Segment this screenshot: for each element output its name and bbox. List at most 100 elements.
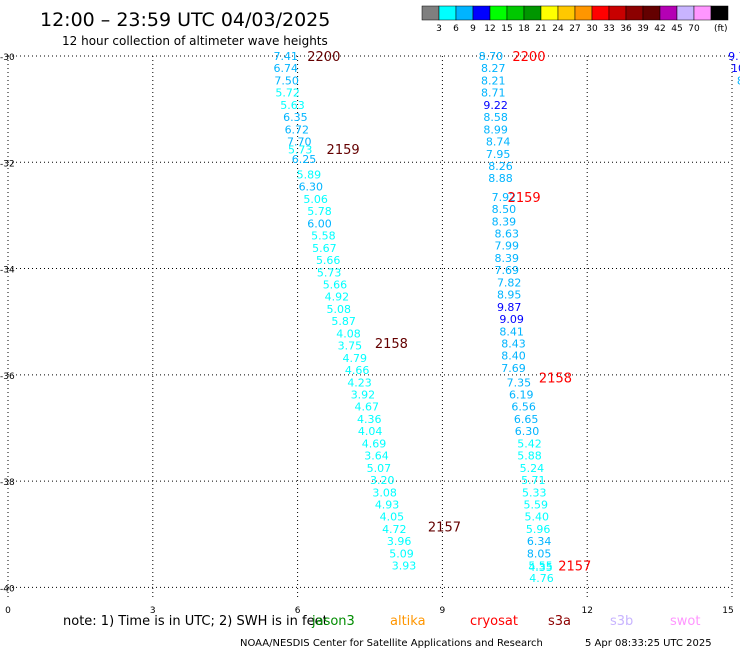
time-label: 2158 [375,337,408,352]
wave-height-label: 6.74 [273,62,298,75]
wave-height-label: 6.34 [527,535,552,548]
wave-height-label: 9.87 [497,301,522,314]
wave-height-label: 8.26 [488,160,512,173]
wave-height-label: 7.95 [486,148,511,161]
wave-height-label: 4.04 [358,425,383,438]
x-axis-label: 9 [440,606,446,616]
map-grid [7,55,733,598]
x-axis-label: 12 [581,606,592,616]
color-scale-label: 12 [484,24,495,34]
wave-height-label: 8.39 [492,215,516,228]
color-swatch [693,5,712,21]
wave-height-label: 8 [737,74,740,87]
wave-height-label: 5.58 [311,230,336,243]
wave-height-label: 8.39 [495,252,520,265]
wave-height-label: 8.71 [481,87,506,100]
wave-height-label: 7.41 [273,50,298,63]
wave-height-label: 7.35 [507,376,532,389]
footer-credit: NOAA/NESDIS Center for Satellite Applica… [240,638,543,649]
wave-height-label: 8.63 [495,227,520,240]
wave-height-label: 6.56 [511,401,536,414]
wave-height-label: 5.87 [331,315,356,328]
wave-height-label: 9.09 [499,313,524,326]
wave-height-label: 5.24 [520,462,545,475]
wave-height-label: 4.76 [529,572,554,585]
wave-height-label: 3.96 [387,535,412,548]
wave-height-label: 8.99 [483,123,508,136]
color-scale-bar: 3 6 9 12 15 18 21 24 27 30 33 36 39 42 45 70 [421,5,729,34]
y-axis-label: -34 [0,266,15,276]
wave-height-label: 7.69 [501,362,526,375]
wave-height-label: 5.63 [280,99,305,112]
track-right: 9.710.88 [728,50,740,87]
color-swatch [489,5,508,21]
x-axis-label: 3 [150,606,156,616]
color-swatch [455,5,474,21]
page-subtitle: 12 hour collection of altimeter wave hei… [62,34,328,48]
color-swatch [676,5,695,21]
wave-height-label: 4.66 [345,364,370,377]
color-scale-label: 9 [470,24,476,34]
color-scale-label: 42 [654,24,665,34]
wave-height-label: 5.72 [275,87,300,100]
wave-height-label: 5.09 [389,547,414,560]
time-label: 2200 [307,50,340,65]
color-scale-label: 36 [620,24,632,34]
wave-height-label: 5.42 [517,437,542,450]
satellite-tracks: 7.416.747.505.725.636.356.727.705.736.25… [273,50,740,585]
wave-height-label: 8.27 [481,62,506,75]
satellite-legend-item: s3a [548,614,571,629]
color-scale-label: 3 [436,24,442,34]
color-scale-label: 33 [603,24,614,34]
wave-height-label: 6.30 [515,425,540,438]
wave-height-label: 5.06 [303,193,328,206]
wave-height-label: 4.36 [357,413,382,426]
satellite-legend-item: altika [390,614,426,629]
time-label: 2159 [508,191,541,206]
wave-height-label: 6.19 [509,388,534,401]
color-swatch [557,5,576,21]
y-axis-label: -30 [0,53,15,63]
wave-height-label: 8.41 [499,325,524,338]
y-axis-label: -38 [0,478,15,488]
y-axis-label: -36 [0,372,15,382]
wave-height-label: 7.92 [492,191,516,204]
color-scale-label: 70 [688,24,700,34]
wave-height-label: 5.08 [327,303,352,316]
satellite-legend: jason3 altika cryosat s3a s3b swot [311,614,700,629]
wave-height-label: 7.69 [495,264,520,277]
wave-height-label: 5.66 [316,254,341,267]
wave-height-label: 5.33 [522,486,547,499]
color-scale-label: 18 [518,24,530,34]
wave-height-label: 7.50 [274,74,299,87]
x-axis-label: 6 [295,606,301,616]
wave-height-label: 5.07 [367,462,392,475]
page-title: 12:00 – 23:59 UTC 04/03/2025 [40,9,330,31]
wave-height-label: 5.96 [526,523,551,536]
x-axis-labels: 0 3 6 9 12 15 [5,606,734,616]
y-axis-label: -40 [0,584,15,594]
wave-height-label: 8.21 [481,74,506,87]
wave-height-label: 6.25 [292,153,317,166]
color-swatch [421,5,440,21]
legend-note: note: 1) Time is in UTC; 2) SWH is in fe… [63,614,328,629]
wave-height-label: 8.43 [501,337,526,350]
wave-height-label: 4.79 [342,352,367,365]
color-scale-label: 45 [671,24,682,34]
wave-height-label: 8.05 [527,547,552,560]
time-label: 2200 [512,50,545,65]
wave-height-label: 8.58 [483,111,508,124]
color-scale-label: 24 [552,24,564,34]
wave-height-label: 9.7 [728,50,740,63]
wave-height-label: 6.35 [283,111,308,124]
color-swatch [659,5,678,21]
y-axis-label: -32 [0,159,15,169]
wave-height-label: 7.99 [495,240,520,253]
wave-height-label: 5.88 [517,450,542,463]
color-scale-label: 15 [501,24,512,34]
wave-height-label: 5.66 [323,278,348,291]
time-label: 2157 [558,560,591,575]
color-swatch [523,5,542,21]
wave-height-label: 4.35 [528,561,553,574]
